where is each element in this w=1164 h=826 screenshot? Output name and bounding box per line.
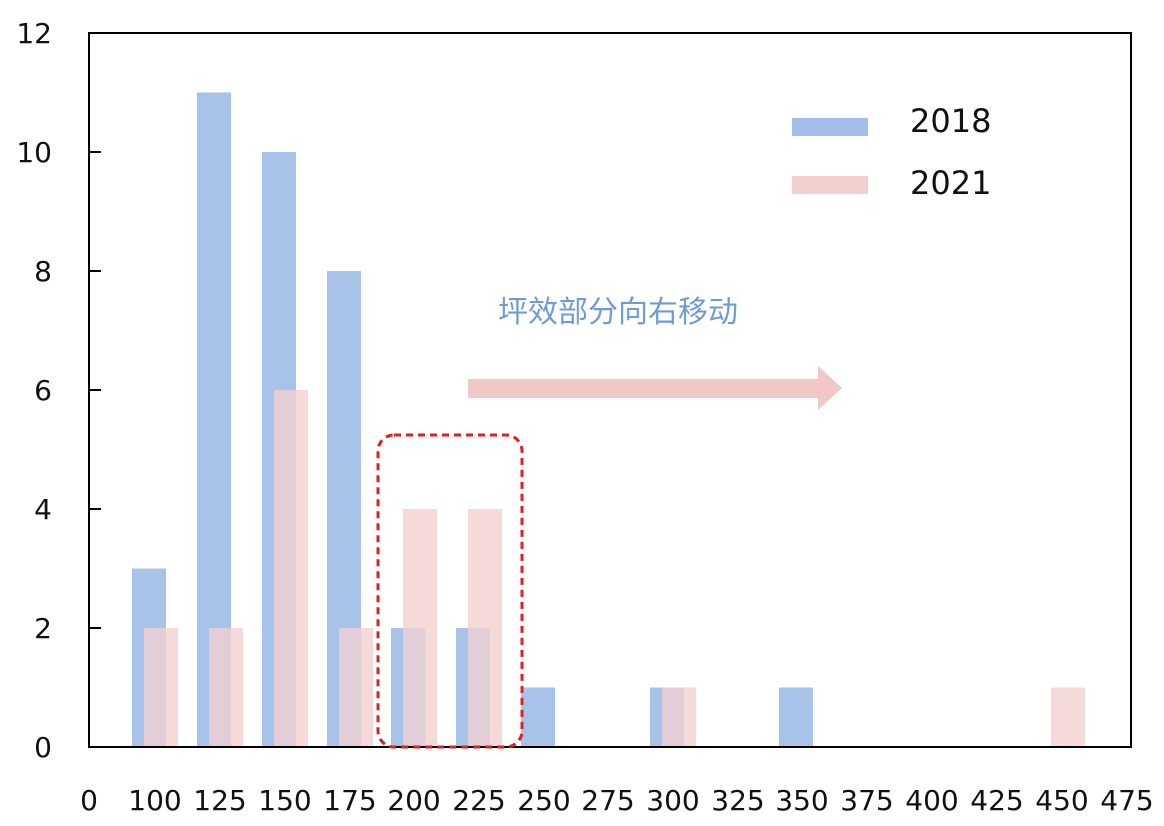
annotation-arrow-shaft xyxy=(468,379,820,398)
annotation-arrow xyxy=(468,366,842,410)
legend: 2018 2021 xyxy=(792,102,991,202)
y-tick-label: 2 xyxy=(34,612,52,645)
bar-2021-175 xyxy=(339,628,373,747)
annotation-text: 坪效部分向右移动 xyxy=(498,295,738,330)
bar-2021-125 xyxy=(209,628,243,747)
y-tick-label: 12 xyxy=(16,17,52,50)
highlight-box xyxy=(376,433,524,749)
x-tick-label: 450 xyxy=(1035,784,1088,817)
x-tick-label: 375 xyxy=(840,784,893,817)
bar-2021-300 xyxy=(662,687,696,747)
x-tick-label: 425 xyxy=(970,784,1023,817)
bar-2021-150 xyxy=(274,390,308,747)
x-tick-label: 350 xyxy=(775,784,828,817)
legend-label-2018: 2018 xyxy=(910,102,991,140)
x-tick-label: 225 xyxy=(452,784,505,817)
x-tick-label: 100 xyxy=(128,784,181,817)
y-tick-label: 10 xyxy=(16,136,52,169)
y-tick-label: 4 xyxy=(34,493,52,526)
bar-2021-100 xyxy=(144,628,178,747)
legend-swatch-2018 xyxy=(792,118,868,136)
y-tick-label: 8 xyxy=(34,255,52,288)
x-tick-label: 275 xyxy=(581,784,634,817)
x-tick-label: 250 xyxy=(517,784,570,817)
x-tick-label: 200 xyxy=(387,784,440,817)
x-tick-label: 0 xyxy=(80,784,98,817)
legend-swatch-2021 xyxy=(792,176,868,194)
x-axis-ticks: 0 100 125 150 175 200 225 250 275 300 325 350 375 400… xyxy=(80,784,1154,817)
x-tick-label: 150 xyxy=(258,784,311,817)
y-tick-label: 6 xyxy=(34,374,52,407)
bar-2018-250 xyxy=(521,687,555,747)
plot-area xyxy=(132,92,1085,747)
x-tick-label: 400 xyxy=(905,784,958,817)
x-tick-label: 175 xyxy=(323,784,376,817)
y-tick-label: 0 xyxy=(34,731,52,764)
x-tick-label: 300 xyxy=(646,784,699,817)
bar-2021-450 xyxy=(1051,687,1085,747)
x-tick-label: 325 xyxy=(711,784,764,817)
bar-2021-225 xyxy=(468,509,502,747)
legend-label-2021: 2021 xyxy=(910,164,991,202)
x-tick-label: 125 xyxy=(193,784,246,817)
y-axis-ticks: 0 2 4 6 8 10 12 xyxy=(16,17,101,764)
annotation-arrow-head xyxy=(818,366,842,410)
x-tick-label: 475 xyxy=(1100,784,1153,817)
bar-2018-350 xyxy=(779,687,813,747)
bar-2021-200 xyxy=(403,509,437,747)
